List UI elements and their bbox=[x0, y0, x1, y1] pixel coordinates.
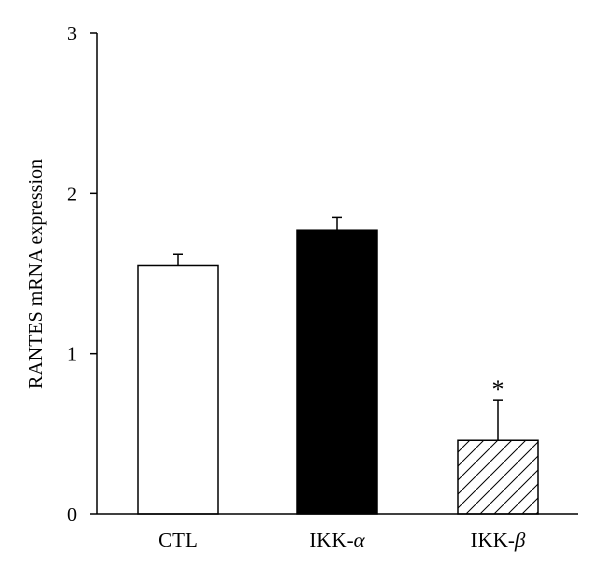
x-axis-labels: CTL IKK-α IKK-β bbox=[158, 528, 526, 552]
error-bars bbox=[173, 216, 503, 441]
y-tick-label: 1 bbox=[67, 344, 77, 366]
annotations: * bbox=[492, 375, 505, 404]
bar-2 bbox=[457, 439, 539, 515]
y-tick-label: 2 bbox=[67, 183, 77, 205]
significance-marker: * bbox=[492, 375, 505, 404]
y-axis-ticks: 0 1 2 3 bbox=[67, 23, 97, 526]
y-tick-label: 3 bbox=[67, 23, 77, 45]
x-tick-label: IKK-β bbox=[471, 528, 526, 552]
y-tick-label: 0 bbox=[67, 504, 77, 526]
y-axis-label: RANTES mRNA expression bbox=[25, 159, 47, 389]
bars bbox=[137, 229, 539, 515]
x-tick-label: IKK-α bbox=[309, 528, 365, 552]
x-tick-label: CTL bbox=[158, 528, 198, 552]
bar-0 bbox=[137, 264, 219, 515]
bar-1 bbox=[296, 229, 378, 515]
